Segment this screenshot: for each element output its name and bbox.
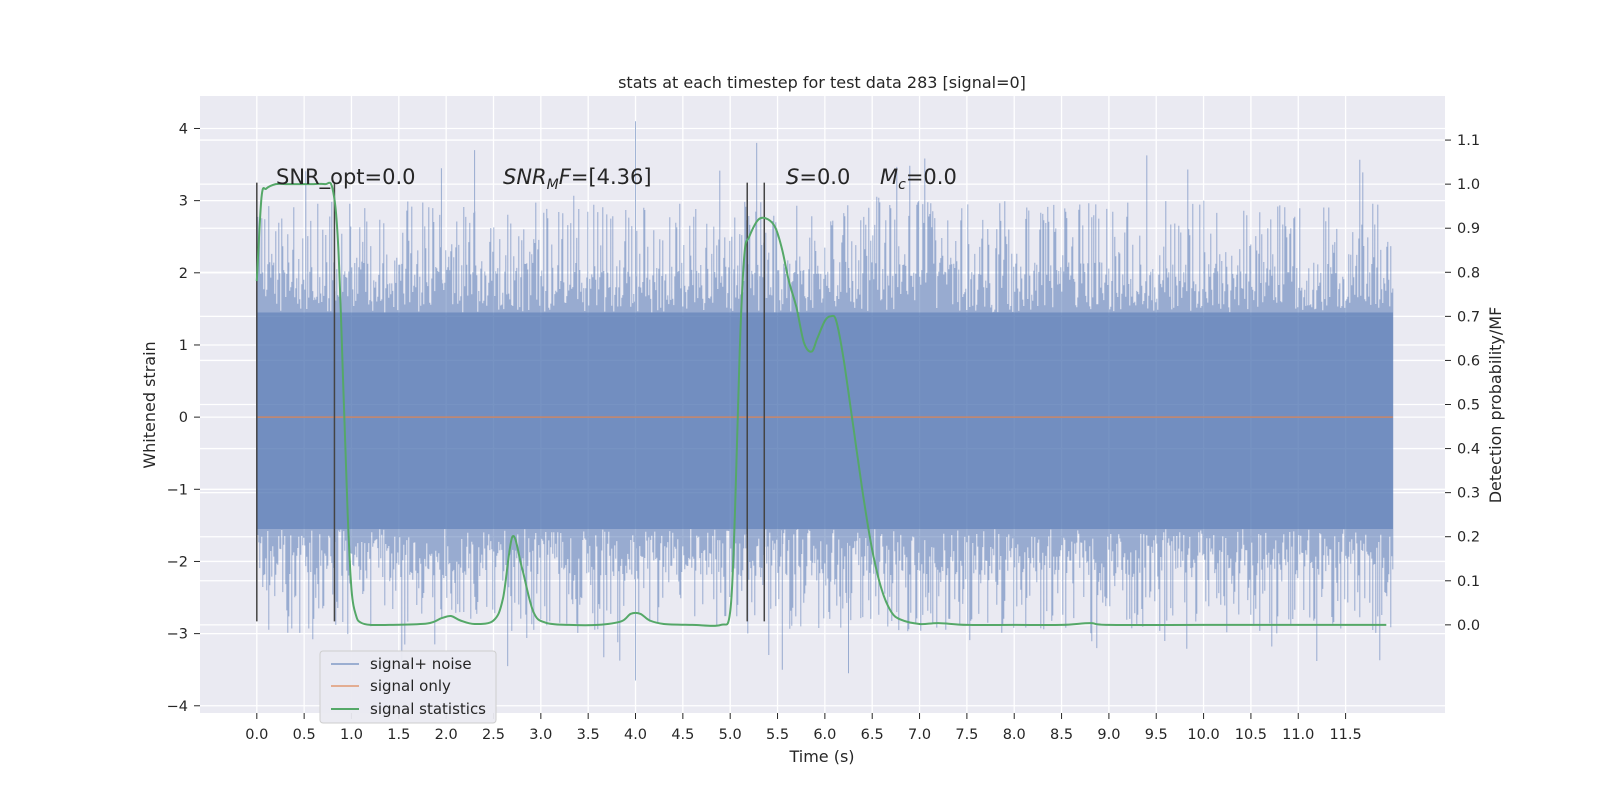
x-tick-label: 5.0 [719,727,742,743]
x-tick-label: 9.0 [1097,727,1120,743]
x-tick-label: 11.5 [1329,727,1361,743]
y-tick-label: 4 [179,121,188,137]
y-tick-label: 2 [179,266,188,282]
x-tick-label: 1.5 [387,727,410,743]
y-right-tick-label: 0.8 [1457,265,1480,281]
mc-symbol: M [880,165,898,189]
vertical-markers [256,182,766,622]
y-tick-label: 0 [179,410,188,426]
y-axis-label-left: Whitened strain [140,341,159,468]
x-tick-label: 8.0 [1003,727,1026,743]
x-tick-label: 7.5 [955,727,978,743]
x-tick-label: 1.0 [340,727,363,743]
x-tick-label: 11.0 [1282,727,1314,743]
y-right-tick-label: 0.2 [1457,530,1480,546]
x-ticks: 0.0 0.5 1.0 1.5 2.0 2.5 3.0 3.5 4.0 4.5 5.0 5.5 6.0 6… [245,713,1362,743]
legend-label-noise: signal+ noise [370,655,472,673]
y-tick-label: 1 [179,338,188,354]
annotation-snr-mf: SNRMF=[4.36] [503,165,652,193]
y-tick-label: −1 [167,482,188,498]
y-right-tick-label: 1.0 [1457,177,1480,193]
annotation-mc: Mc=0.0 [880,165,957,193]
x-tick-label: 4.5 [671,727,694,743]
chart-title: stats at each timestep for test data 283… [618,73,1026,92]
x-tick-label: 3.5 [577,727,600,743]
y-ticks-left: 4 3 2 1 0 −1 −2 −3 −4 [167,121,200,715]
statistics-line [255,181,1387,627]
s-value: =0.0 [799,165,850,189]
y-right-tick-label: 0.1 [1457,574,1480,590]
x-tick-label: 5.5 [766,727,789,743]
y-right-tick-label: 0.7 [1457,309,1480,325]
y-right-tick-label: 0.6 [1457,353,1480,369]
x-tick-label: 0.0 [245,727,268,743]
legend-label-statistics: signal statistics [370,700,486,718]
x-tick-label: 0.5 [293,727,316,743]
series-signal-plus-noise [256,121,1394,681]
x-tick-label: 4.0 [624,727,647,743]
x-tick-label: 9.5 [1145,727,1168,743]
series-signal-statistics [255,181,1387,627]
x-tick-label: 3.0 [529,727,552,743]
y-tick-label: −4 [167,699,188,715]
y-right-tick-label: 0.0 [1457,618,1480,634]
legend-box [319,650,497,724]
annotation-s: S=0.0 [786,165,850,189]
y-tick-label: 3 [179,194,188,210]
snr-mf-rest-italic: F [559,165,572,189]
s-symbol: S [786,165,799,189]
snr-mf-base: SNR [503,165,547,189]
x-tick-label: 10.0 [1187,727,1219,743]
y-right-tick-label: 0.5 [1457,398,1480,414]
x-tick-label: 7.0 [908,727,931,743]
snr-mf-rest: =[4.36] [571,165,652,189]
x-tick-label: 6.0 [813,727,836,743]
y-tick-label: −3 [167,627,188,643]
y-right-tick-label: 1.1 [1457,133,1480,149]
x-tick-label: 2.0 [435,727,458,743]
x-tick-label: 10.5 [1235,727,1267,743]
y-axis-label-right: Detection probability/MF [1486,307,1505,504]
y-ticks-right: 1.1 1.0 0.9 0.8 0.7 0.6 0.5 0.4 0.3 0.2 0.1 0.0 [1445,133,1480,634]
annotation-snr-opt: SNR_opt=0.0 [276,165,416,190]
x-tick-label: 8.5 [1050,727,1073,743]
snr-mf-sub: M [547,177,559,193]
x-tick-label: 6.5 [861,727,884,743]
x-tick-label: 2.5 [482,727,505,743]
annotations: SNR_opt=0.0 SNRMF=[4.36] S=0.0 Mc=0.0 [276,165,957,193]
y-right-tick-label: 0.4 [1457,442,1480,458]
legend-label-signal-only: signal only [370,677,451,695]
y-right-tick-label: 0.9 [1457,221,1480,237]
legend: signal+ noise signal only signal statist… [319,650,497,724]
noise-core-band [256,312,1393,529]
y-tick-label: −2 [167,554,188,570]
y-right-tick-label: 0.3 [1457,486,1480,502]
x-axis-label: Time (s) [788,747,854,766]
mc-value: =0.0 [906,165,957,189]
mc-subscript: c [898,177,906,193]
